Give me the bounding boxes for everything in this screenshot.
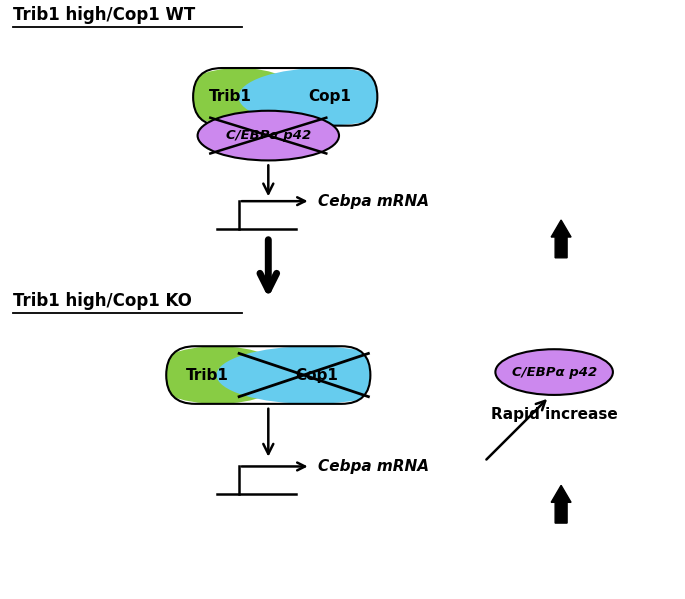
- Ellipse shape: [177, 68, 301, 126]
- Text: Rapid increase: Rapid increase: [490, 407, 617, 422]
- Ellipse shape: [149, 346, 286, 404]
- Ellipse shape: [197, 111, 339, 161]
- Text: Cop1: Cop1: [308, 89, 351, 104]
- Text: C/EBPα p42: C/EBPα p42: [225, 129, 311, 142]
- FancyBboxPatch shape: [193, 68, 377, 126]
- Ellipse shape: [238, 68, 410, 126]
- Text: Cop1: Cop1: [296, 368, 338, 383]
- FancyArrow shape: [551, 220, 571, 258]
- Text: Cebpa mRNA: Cebpa mRNA: [319, 193, 429, 208]
- FancyBboxPatch shape: [166, 346, 371, 404]
- Ellipse shape: [495, 349, 613, 395]
- Text: Cebpa mRNA: Cebpa mRNA: [319, 459, 429, 474]
- FancyArrow shape: [551, 485, 571, 523]
- Text: Trib1: Trib1: [209, 89, 251, 104]
- Text: Trib1: Trib1: [186, 368, 229, 383]
- Text: C/EBPα p42: C/EBPα p42: [512, 365, 597, 379]
- Text: Trib1 high/Cop1 WT: Trib1 high/Cop1 WT: [13, 7, 196, 25]
- Ellipse shape: [216, 346, 406, 404]
- Text: Trib1 high/Cop1 KO: Trib1 high/Cop1 KO: [13, 292, 192, 310]
